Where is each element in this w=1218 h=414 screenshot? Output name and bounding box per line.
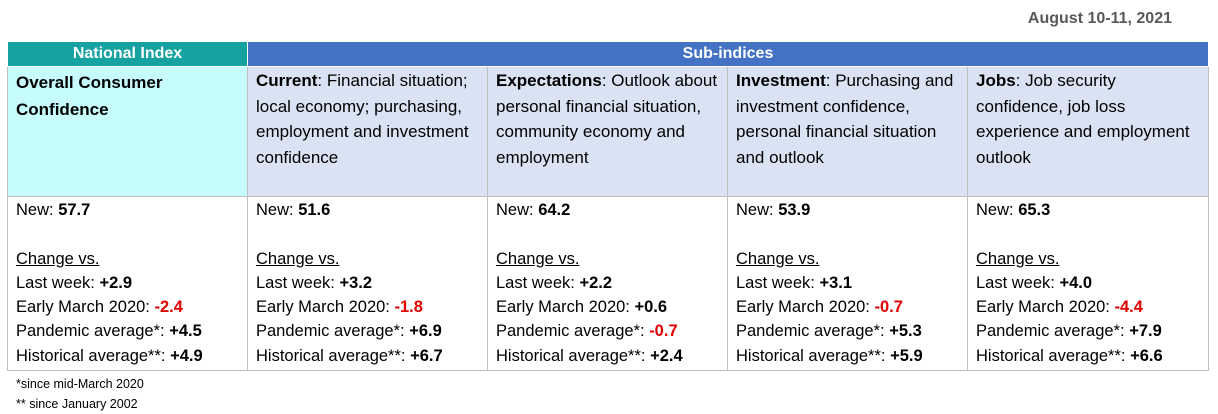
col-desc: : Financial situation; local economy; pu… [256,71,469,167]
col-title: Overall Consumer Confidence [16,73,163,119]
col-desc: : Outlook about personal financial situa… [496,71,718,167]
historical-avg-label: Historical average**: [736,346,891,365]
new-value: 64.2 [538,201,571,219]
last-week-value: +2.9 [99,273,133,292]
change-vs-label: Change vs. [16,249,100,268]
col-title: Jobs [976,71,1016,90]
header-row: National Index Sub-indices [7,41,1209,67]
pandemic-avg-label: Pandemic average*: [976,322,1130,341]
change-vs-label: Change vs. [736,249,820,268]
values-jobs: New: 65.3 Change vs. Last week: +4.0 Ear… [967,195,1209,372]
change-vs-label: Change vs. [496,249,580,268]
historical-avg-label: Historical average**: [496,346,651,365]
values-expectations: New: 64.2 Change vs. Last week: +2.2 Ear… [487,195,728,372]
footnote-pandemic: *since mid-March 2020 [16,377,144,391]
footnote-historical: ** since January 2002 [16,397,138,411]
pandemic-avg-value: +7.9 [1129,322,1162,341]
values-investment: New: 53.9 Change vs. Last week: +3.1 Ear… [727,195,968,372]
sub-indices-header: Sub-indices [247,41,1209,67]
new-label: New: [976,201,1019,219]
pandemic-avg-value: +5.3 [889,322,922,341]
historical-avg-value: +5.9 [890,346,923,365]
last-week-label: Last week: [736,273,820,292]
desc-expectations: Expectations: Outlook about personal fin… [487,66,728,197]
historical-avg-label: Historical average**: [256,346,411,365]
new-label: New: [496,201,539,219]
historical-avg-value: +4.9 [170,346,203,365]
col-title: Investment [736,71,826,90]
historical-avg-label: Historical average**: [16,346,171,365]
early-march-value: +0.6 [634,298,668,317]
new-value: 65.3 [1018,201,1051,219]
last-week-value: +3.1 [819,273,853,292]
new-label: New: [256,201,299,219]
early-march-value: -1.8 [394,298,423,317]
historical-avg-value: +6.6 [1130,346,1163,365]
early-march-label: Early March 2020: [976,298,1115,317]
col-desc: : Purchasing and investment confidence, … [736,71,954,167]
new-label: New: [736,201,779,219]
historical-avg-label: Historical average**: [976,346,1131,365]
new-label: New: [16,201,59,219]
pandemic-avg-value: +6.9 [409,322,442,341]
last-week-label: Last week: [496,273,580,292]
early-march-value: -2.4 [154,298,183,317]
description-row: Overall Consumer Confidence Current: Fin… [7,66,1209,197]
last-week-value: +3.2 [339,273,373,292]
values-row: New: 57.7 Change vs. Last week: +2.9 Ear… [7,195,1209,372]
last-week-value: +2.2 [579,273,613,292]
early-march-label: Early March 2020: [16,298,155,317]
col-title: Current [256,71,318,90]
change-vs-label: Change vs. [976,249,1060,268]
early-march-value: -4.4 [1114,298,1143,317]
new-value: 51.6 [298,201,331,219]
confidence-table: National Index Sub-indices Overall Consu… [7,41,1209,372]
pandemic-avg-value: -0.7 [649,322,678,341]
values-overall: New: 57.7 Change vs. Last week: +2.9 Ear… [7,195,248,372]
col-title: Expectations [496,71,602,90]
last-week-label: Last week: [976,273,1060,292]
last-week-label: Last week: [256,273,340,292]
pandemic-avg-label: Pandemic average*: [496,322,650,341]
early-march-label: Early March 2020: [256,298,395,317]
last-week-label: Last week: [16,273,100,292]
footnotes: *since mid-March 2020 ** since January 2… [16,374,144,414]
values-current: New: 51.6 Change vs. Last week: +3.2 Ear… [247,195,488,372]
pandemic-avg-label: Pandemic average*: [736,322,890,341]
new-value: 53.9 [778,201,811,219]
desc-current: Current: Financial situation; local econ… [247,66,488,197]
desc-investment: Investment: Purchasing and investment co… [727,66,968,197]
last-week-value: +4.0 [1059,273,1093,292]
pandemic-avg-value: +4.5 [169,322,202,341]
national-index-header: National Index [7,41,248,67]
early-march-value: -0.7 [874,298,903,317]
historical-avg-value: +6.7 [410,346,443,365]
early-march-label: Early March 2020: [736,298,875,317]
change-vs-label: Change vs. [256,249,340,268]
historical-avg-value: +2.4 [650,346,683,365]
col-desc: : Job security confidence, job loss expe… [976,71,1190,167]
report-date: August 10-11, 2021 [1027,10,1172,27]
pandemic-avg-label: Pandemic average*: [16,322,170,341]
new-value: 57.7 [58,201,91,219]
pandemic-avg-label: Pandemic average*: [256,322,410,341]
desc-jobs: Jobs: Job security confidence, job loss … [967,66,1209,197]
early-march-label: Early March 2020: [496,298,635,317]
desc-overall: Overall Consumer Confidence [7,66,248,197]
